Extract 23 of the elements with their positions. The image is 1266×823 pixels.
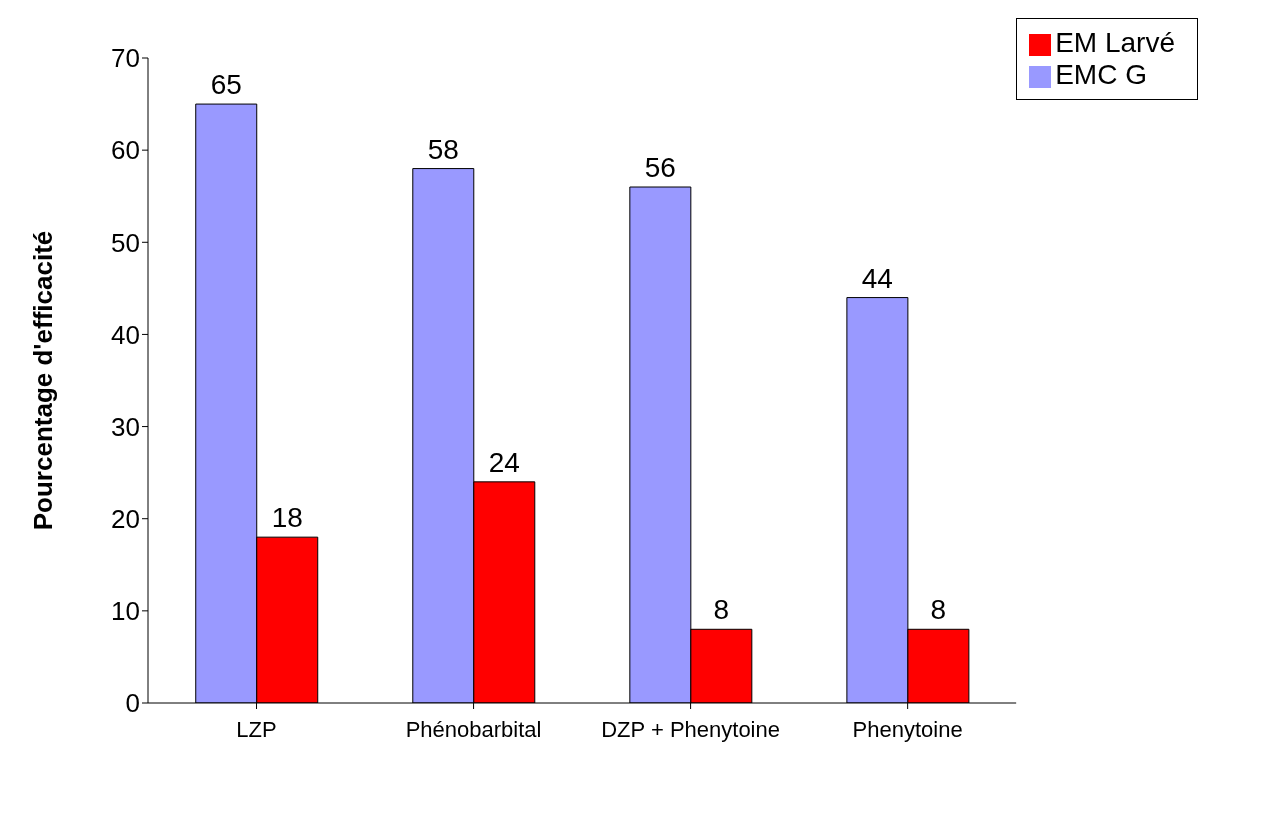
y-axis-title: Pourcentage d'efficacité	[28, 230, 59, 531]
legend-label: EMC G	[1055, 59, 1147, 90]
data-label: 65	[210, 69, 242, 101]
x-tick-label: Phenytoine	[852, 716, 963, 742]
data-label: 18	[271, 502, 303, 534]
data-label: 8	[713, 594, 730, 626]
y-tick-label: 60	[111, 135, 140, 166]
y-tick-label: 20	[111, 503, 140, 534]
x-tick-label: Phénobarbital	[405, 716, 542, 742]
data-label: 44	[861, 262, 893, 294]
legend-label: EM Larvé	[1055, 27, 1175, 58]
y-tick-label: 40	[111, 319, 140, 350]
x-tick-label: DZP + Phenytoine	[601, 716, 780, 742]
data-label: 8	[930, 594, 947, 626]
data-label: 56	[644, 152, 676, 183]
y-tick-label: 70	[111, 43, 140, 74]
y-tick-label: 50	[111, 227, 140, 258]
data-label: 58	[427, 133, 459, 165]
y-tick-label: 30	[111, 411, 140, 442]
y-tick-label: 0	[125, 688, 140, 719]
data-label: 24	[488, 446, 520, 478]
x-tick-label: LZP	[236, 716, 277, 742]
y-tick-label: 10	[111, 596, 140, 627]
